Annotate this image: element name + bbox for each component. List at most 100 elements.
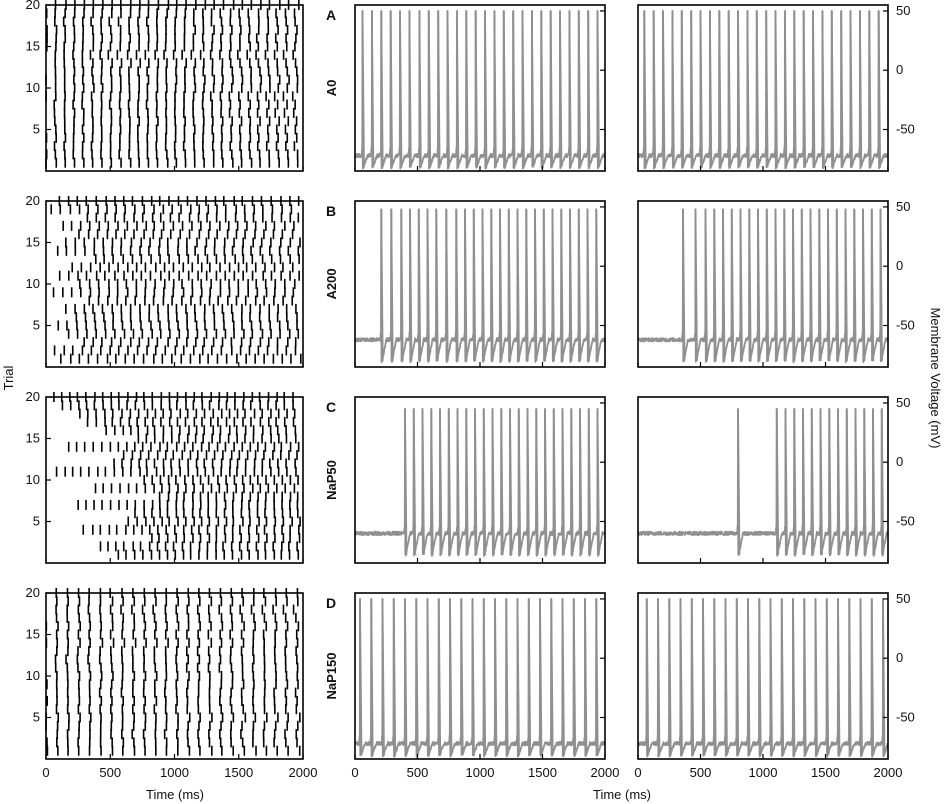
action-potential-fall [870,209,875,362]
trace-ytick-label: -50 [896,122,915,137]
x-axis-label-traces: Time (ms) [593,787,651,802]
panel-letter: A [326,7,336,23]
action-potential-fall [460,598,464,756]
action-potential-fall [595,598,599,756]
trace-ytick-label: 50 [896,199,910,214]
action-potential-fall [552,408,557,555]
action-potential-fall [596,408,600,555]
action-potential-fall [404,408,408,555]
action-potential-fall [793,10,797,168]
voltage-trace-plot-1: 0 500 1000 1500 2000 [351,592,619,780]
action-potential-fall [550,598,554,756]
action-potential-fall [412,408,417,555]
voltage-trace-plot-2: -50 0 50 [637,395,915,564]
action-potential-fall [500,408,504,555]
action-potential-fall [755,10,760,168]
action-potential-fall [465,10,469,168]
action-potential-fall [809,209,813,362]
condition-label: A0 [324,80,339,97]
action-potential-fall [370,10,375,168]
action-potential-fall [380,209,384,362]
action-potential-fall [830,10,835,168]
action-potential-fall [381,598,385,756]
action-potential-fall [793,408,797,555]
action-potential-fall [722,209,726,362]
panel-row-a: 5 10 15 20 A0 A -50 0 50 [26,0,915,172]
voltage-trace-plot-1 [354,200,606,368]
action-potential-fall [713,598,717,756]
action-potential-fall [757,209,761,362]
action-potential-fall [783,10,788,168]
action-potential-fall [758,598,762,756]
action-potential-fall [380,10,384,168]
action-potential-fall [708,10,713,168]
action-potential-fall [509,408,513,555]
raster-xtick-label: 0 [42,765,49,780]
action-potential-fall [427,10,432,168]
action-potential-fall [584,598,588,756]
action-potential-fall [668,598,672,756]
trace-ytick-label: 50 [896,3,910,18]
trace-ytick-label: -50 [896,710,915,725]
action-potential-fall [426,209,430,362]
action-potential-fall [803,598,807,756]
action-potential-fall [568,10,572,168]
action-potential-fall [662,10,666,168]
membrane-voltage-trace [354,598,606,758]
raster-ytick-label: 20 [26,389,40,404]
action-potential-fall [765,209,770,362]
trace-ytick-label: 0 [896,454,903,469]
action-potential-fall [389,10,394,168]
action-potential-fall [643,10,647,168]
action-potential-fall [505,598,509,756]
trace-xtick-label: 0 [634,765,641,780]
action-potential-fall [560,209,564,362]
action-potential-fall [512,10,516,168]
trace-xtick-label: 1500 [811,765,840,780]
condition-label: A200 [324,268,339,299]
trace-xtick-label: 1000 [466,765,495,780]
action-potential-fall [737,10,741,168]
action-potential-fall [748,209,752,362]
action-potential-fall [472,209,477,362]
raster-ytick-label: 20 [26,193,40,208]
action-potential-fall [426,598,430,756]
action-potential-fall [840,10,844,168]
action-potential-fall [784,408,788,555]
action-potential-fall [390,209,394,362]
action-potential-fall [690,598,695,756]
action-potential-fall [517,408,522,555]
raster-ytick-label: 15 [26,39,40,54]
action-potential-fall [525,209,529,362]
action-potential-fall [775,408,780,555]
trace-xtick-label: 2000 [874,765,903,780]
action-potential-fall [542,209,547,362]
raster-ytick-label: 5 [33,318,40,333]
panel-letter: B [326,203,336,219]
action-potential-fall [559,10,563,168]
action-potential-fall [595,209,599,362]
action-potential-fall [747,598,751,756]
action-potential-fall [577,209,582,362]
action-potential-fall [415,598,419,756]
action-potential-fall [870,598,875,756]
condition-label: NaP150 [324,653,339,700]
action-potential-fall [392,598,397,756]
action-potential-fall [879,209,883,362]
action-potential-fall [802,408,806,555]
action-potential-fall [544,408,548,555]
action-potential-fall [596,10,600,168]
action-potential-fall [800,209,805,362]
raster-xtick-label: 500 [99,765,121,780]
action-potential-fall [868,10,872,168]
action-potential-fall [449,598,453,756]
action-potential-fall [718,10,722,168]
raster-ytick-label: 10 [26,276,40,291]
action-potential-fall [404,598,408,756]
action-potential-fall [572,598,577,756]
action-potential-fall [586,209,590,362]
action-potential-fall [502,10,507,168]
action-potential-fall [814,598,818,756]
action-potential-fall [465,408,469,555]
